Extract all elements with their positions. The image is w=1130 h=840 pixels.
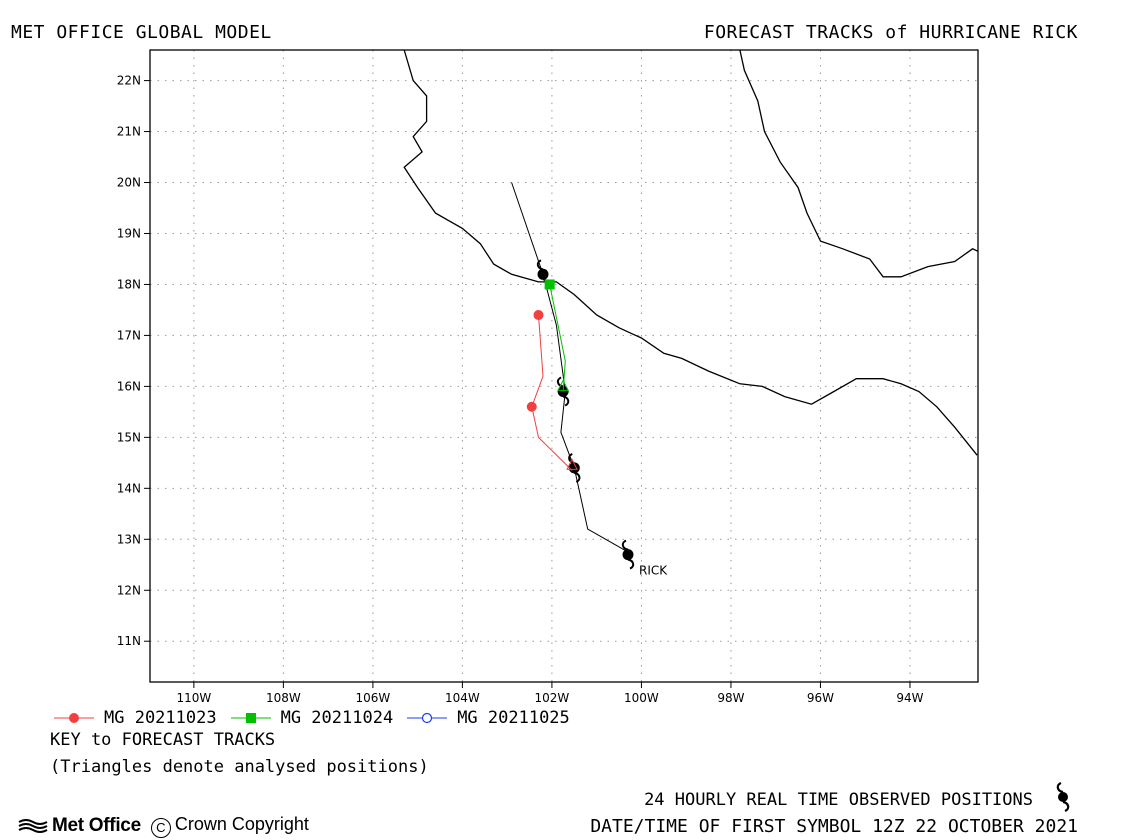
hurricane-symbol-arm <box>627 558 635 570</box>
key-note: (Triangles denote analysed positions) <box>50 757 429 777</box>
copyright-text: Crown Copyright <box>174 814 309 834</box>
legend-marker-open-circle <box>407 712 448 724</box>
lon-tick-label: 96W <box>807 691 834 705</box>
grid-lines <box>150 50 978 682</box>
key-title: KEY to FORECAST TRACKS <box>50 730 276 750</box>
legend-item: MG 20211024 <box>230 708 394 728</box>
hurricane-symbol-arm <box>574 471 581 483</box>
storm-label: RICK <box>639 564 668 578</box>
forecast-tracks <box>526 279 578 471</box>
copyright-icon: C <box>150 818 171 838</box>
brand-name: Met Office <box>52 815 141 836</box>
legend-label: MG 20211025 <box>457 708 570 728</box>
legend: MG 20211023 MG 20211024 MG 20211025 <box>54 708 584 728</box>
observed-track <box>511 182 635 570</box>
hurricane-symbol-core <box>622 549 634 561</box>
hurricane-symbol-core <box>537 268 549 280</box>
lon-tick-label: 94W <box>896 691 923 705</box>
legend-label: MG 20211024 <box>280 708 394 728</box>
lat-tick-label: 20N <box>117 176 141 190</box>
hurricane-symbol-arm <box>562 395 570 407</box>
lat-tick-label: 19N <box>117 226 141 240</box>
coastlines <box>403 49 979 456</box>
legend-marker-square <box>230 713 271 723</box>
lat-tick-label: 16N <box>117 379 141 393</box>
lat-tick-label: 21N <box>117 125 141 139</box>
met-office-branding: Met Office C Crown Copyright <box>18 814 309 838</box>
lon-tick-label: 98W <box>717 691 744 705</box>
lat-tick-label: 12N <box>117 583 141 597</box>
lon-tick-label: 104W <box>445 691 480 705</box>
analysed-position-triangle <box>557 379 569 391</box>
lat-tick-label: 13N <box>117 532 141 546</box>
lat-tick-label: 14N <box>117 481 141 495</box>
axis-labels: 22N 21N 20N 19N 18N 17N 16N 15N 14N 13N 12N 11N 110W… <box>117 74 924 705</box>
observed-positions-note: 24 HOURLY REAL TIME OBSERVED POSITIONS <box>644 790 1033 810</box>
legend-label: MG 20211023 <box>104 708 217 728</box>
copyright-notice: C Crown Copyright <box>150 814 309 838</box>
lon-tick-label: 108W <box>266 691 301 705</box>
lat-tick-label: 11N <box>117 634 141 648</box>
chart-title: FORECAST TRACKS of HURRICANE RICK <box>703 22 1078 43</box>
hurricane-symbol-arm <box>568 452 575 464</box>
lat-tick-label: 18N <box>117 277 141 291</box>
hurricane-symbol-arm <box>556 376 564 388</box>
legend-item: MG 20211025 <box>407 708 570 728</box>
forecast-position-marker <box>544 279 555 290</box>
lat-tick-label: 22N <box>117 74 141 88</box>
forecast-position-marker <box>526 401 537 412</box>
observed-track-line <box>511 182 633 556</box>
lon-tick-label: 102W <box>535 691 570 705</box>
first-symbol-datetime: DATE/TIME OF FIRST SYMBOL 12Z 22 OCTOBER… <box>590 816 1078 837</box>
forecast-position-marker <box>533 310 544 321</box>
legend-marker-circle <box>54 713 94 723</box>
hurricane-symbol-arm <box>621 539 629 551</box>
hurricane-symbol-arm <box>536 259 544 271</box>
lat-tick-label: 17N <box>117 328 141 342</box>
hurricane-symbol-icon <box>556 376 570 407</box>
model-title: MET OFFICE GLOBAL MODEL <box>11 22 272 43</box>
lon-tick-label: 106W <box>355 691 390 705</box>
coastline-pacific <box>403 49 978 456</box>
map-frame <box>149 49 979 683</box>
hurricane-symbol-icon <box>1056 782 1070 812</box>
legend-item: MG 20211023 <box>54 708 217 728</box>
analysed-position-triangle <box>566 458 578 470</box>
lat-tick-label: 15N <box>117 430 141 444</box>
met-office-wave-logo-icon <box>18 819 48 833</box>
hurricane-symbol-icon <box>621 539 635 570</box>
lon-tick-label: 100W <box>624 691 659 705</box>
coastline-gulf <box>739 49 979 278</box>
lon-tick-label: 110W <box>176 691 211 705</box>
